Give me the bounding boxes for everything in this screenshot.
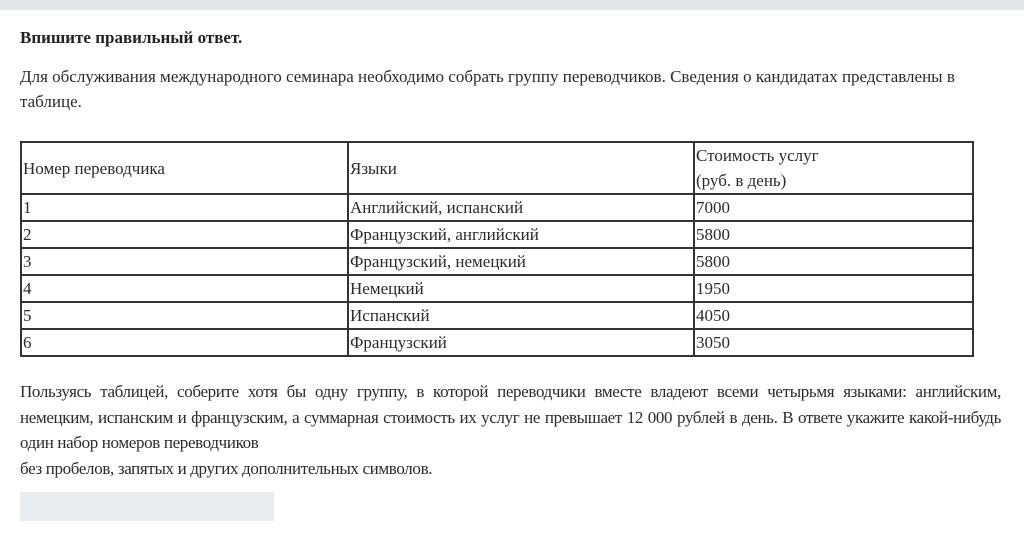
- translators-table: Номер переводчика Языки Стоимость услуг (…: [20, 141, 974, 357]
- cell-number: 4: [20, 274, 349, 303]
- task-line2: без пробелов, запятых и других дополните…: [20, 458, 433, 478]
- table-row: 3 Французский, немецкий 5800: [20, 247, 974, 276]
- table-row: 1 Английский, испанский 7000: [20, 193, 974, 222]
- task-text: Пользуясь таблицей, соберите хотя бы одн…: [20, 379, 1001, 481]
- table-header-row: Номер переводчика Языки Стоимость услуг (…: [20, 141, 974, 195]
- question-intro: Для обслуживания международного семинара…: [20, 67, 955, 111]
- answer-input[interactable]: [20, 492, 274, 521]
- header-cost: Стоимость услуг (руб. в день): [693, 141, 974, 195]
- cell-languages: Английский, испанский: [347, 193, 695, 222]
- cell-cost: 5800: [693, 247, 974, 276]
- cell-number: 2: [20, 220, 349, 249]
- cell-cost: 3050: [693, 328, 974, 357]
- header-number: Номер переводчика: [20, 141, 349, 195]
- cell-languages: Французский: [347, 328, 695, 357]
- header-cost-line1: Стоимость услуг: [696, 146, 819, 165]
- header-cost-line2: (руб. в день): [696, 171, 787, 190]
- cell-number: 6: [20, 328, 349, 357]
- header-languages: Языки: [347, 141, 695, 195]
- cell-languages: Немецкий: [347, 274, 695, 303]
- table-row: 4 Немецкий 1950: [20, 274, 974, 303]
- question-title: Впишите правильный ответ.: [20, 28, 243, 47]
- cell-cost: 1950: [693, 274, 974, 303]
- top-bar: [0, 0, 1024, 10]
- table-row: 5 Испанский 4050: [20, 301, 974, 330]
- cell-cost: 4050: [693, 301, 974, 330]
- cell-number: 5: [20, 301, 349, 330]
- cell-languages: Французский, английский: [347, 220, 695, 249]
- cell-cost: 7000: [693, 193, 974, 222]
- cell-number: 1: [20, 193, 349, 222]
- table-row: 6 Французский 3050: [20, 328, 974, 357]
- table-row: 2 Французский, английский 5800: [20, 220, 974, 249]
- cell-cost: 5800: [693, 220, 974, 249]
- cell-languages: Испанский: [347, 301, 695, 330]
- cell-number: 3: [20, 247, 349, 276]
- task-line1: Пользуясь таблицей, соберите хотя бы одн…: [20, 382, 1001, 452]
- cell-languages: Французский, немецкий: [347, 247, 695, 276]
